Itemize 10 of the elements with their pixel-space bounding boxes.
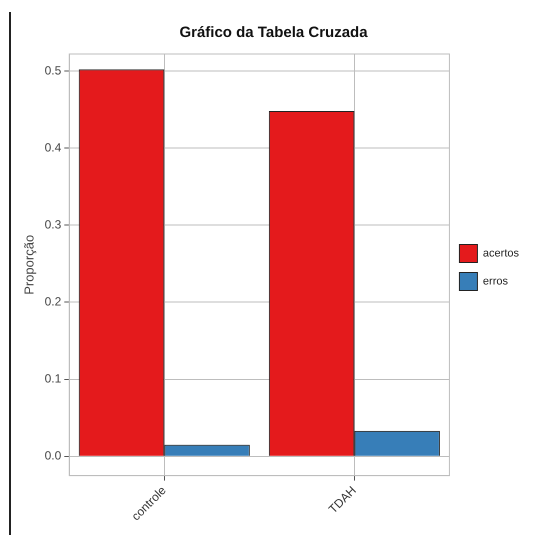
y-tick-label: 0.1	[44, 372, 62, 386]
y-tick-label: 0.5	[44, 63, 62, 78]
y-axis-title: Proporção	[21, 234, 36, 295]
y-tick-label: 0.3	[44, 217, 62, 232]
y-tick-label: 0.0	[44, 448, 62, 463]
legend-label: erros	[482, 276, 508, 288]
y-tick-label: 0.2	[44, 294, 62, 309]
y-tick-label: 0.4	[44, 140, 62, 154]
legend-label: acertos	[482, 248, 520, 260]
chart-title: Gráfico da Tabela Cruzada	[179, 24, 368, 42]
